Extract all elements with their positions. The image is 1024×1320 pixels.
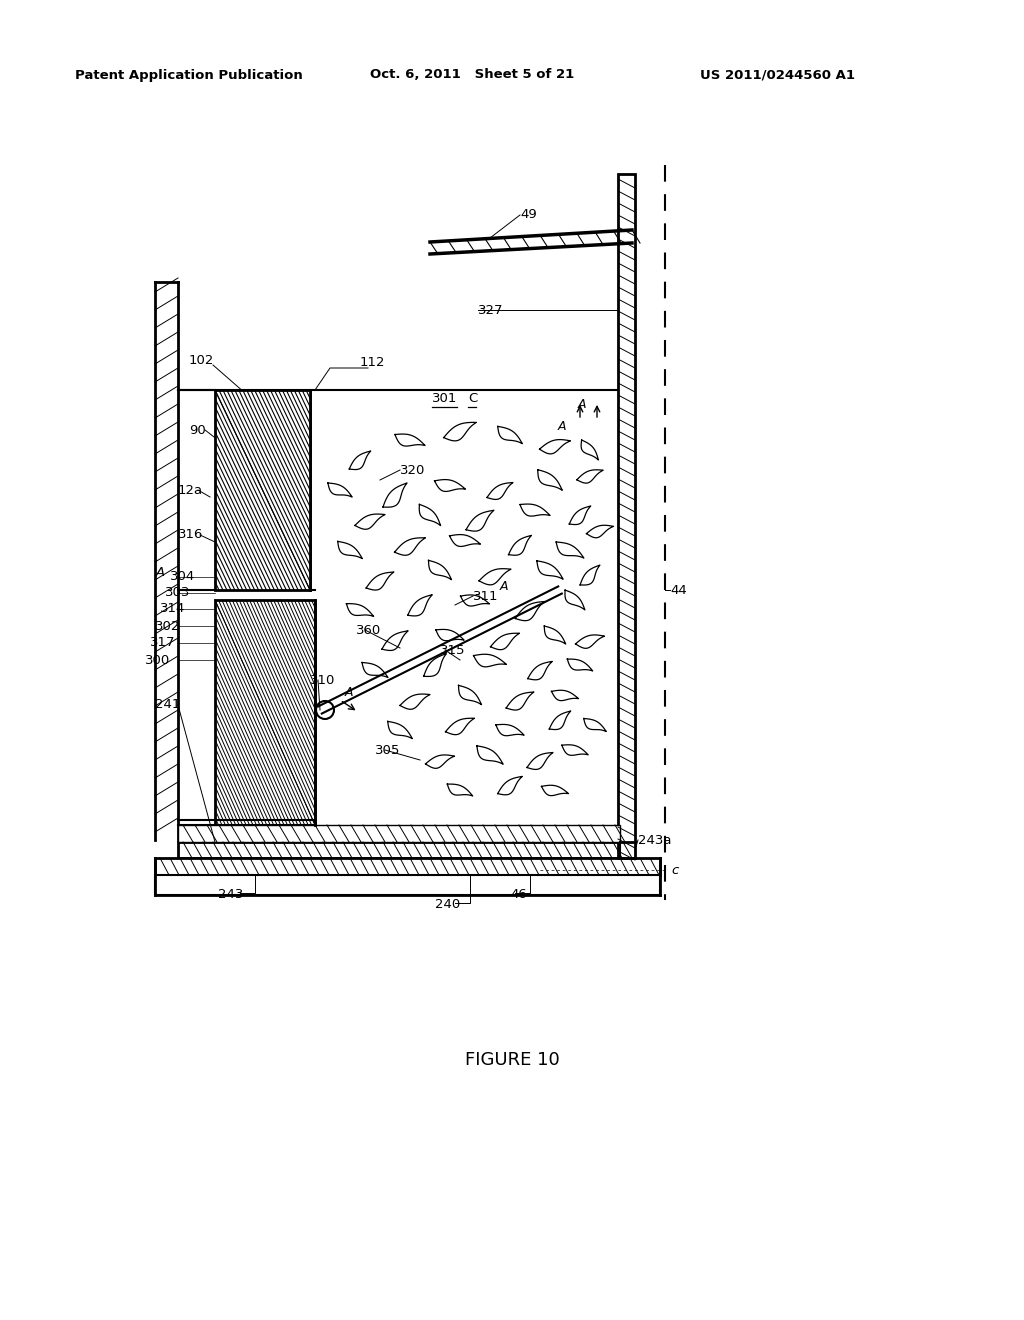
Text: 46: 46 (510, 888, 526, 902)
Text: 311: 311 (473, 590, 499, 602)
Bar (155, 858, 660, 875)
Text: 12a: 12a (178, 483, 203, 496)
Text: 315: 315 (440, 644, 466, 656)
Text: 102: 102 (189, 354, 214, 367)
Text: 44: 44 (670, 583, 687, 597)
Text: A: A (345, 685, 353, 698)
Text: A: A (156, 565, 165, 578)
Text: 300: 300 (145, 653, 170, 667)
Bar (215, 601, 315, 825)
Text: 316: 316 (178, 528, 204, 541)
Text: 304: 304 (170, 570, 196, 583)
Text: FIGURE 10: FIGURE 10 (465, 1051, 559, 1069)
Text: 310: 310 (310, 673, 336, 686)
Text: 317: 317 (150, 636, 175, 649)
Text: 112: 112 (360, 355, 385, 368)
Text: C: C (468, 392, 477, 404)
Text: 320: 320 (400, 463, 425, 477)
Text: 327: 327 (478, 304, 504, 317)
Text: 301: 301 (432, 392, 458, 404)
Text: US 2011/0244560 A1: US 2011/0244560 A1 (700, 69, 855, 82)
Text: 305: 305 (375, 743, 400, 756)
Bar (155, 875, 660, 895)
Text: Patent Application Publication: Patent Application Publication (75, 69, 303, 82)
Text: 314: 314 (160, 602, 185, 615)
Bar (178, 842, 625, 858)
Text: 303: 303 (165, 586, 190, 599)
Text: A: A (500, 581, 509, 594)
Text: A: A (578, 399, 587, 412)
Text: 243: 243 (218, 888, 244, 902)
Text: 241: 241 (155, 698, 180, 711)
Bar (178, 825, 620, 842)
Text: Oct. 6, 2011   Sheet 5 of 21: Oct. 6, 2011 Sheet 5 of 21 (370, 69, 574, 82)
Text: A: A (558, 420, 566, 433)
Text: 90: 90 (189, 424, 206, 437)
Text: 360: 360 (356, 623, 381, 636)
Bar (215, 389, 310, 590)
Text: 243a: 243a (638, 833, 672, 846)
Bar (618, 174, 635, 858)
Text: c: c (671, 863, 678, 876)
Text: 302: 302 (155, 619, 180, 632)
Text: 240: 240 (435, 899, 460, 912)
Text: 49: 49 (520, 209, 537, 222)
